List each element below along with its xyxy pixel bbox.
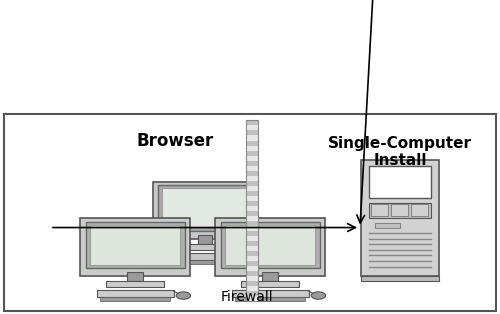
Bar [246, 251, 258, 256]
Bar [90, 225, 180, 265]
Bar [246, 140, 258, 145]
Bar [246, 221, 258, 226]
Bar [246, 186, 258, 191]
Bar [220, 222, 320, 268]
Bar [246, 150, 258, 155]
Bar [246, 231, 258, 236]
Bar [96, 290, 174, 297]
Bar [246, 256, 258, 261]
Bar [178, 244, 233, 250]
Ellipse shape [311, 292, 326, 299]
Ellipse shape [176, 292, 190, 299]
Bar [225, 225, 315, 265]
Bar [171, 260, 239, 264]
Bar [246, 165, 258, 171]
Bar [246, 176, 258, 181]
Bar [246, 171, 258, 176]
Bar [246, 236, 258, 241]
Bar [246, 216, 258, 221]
Bar [246, 271, 258, 276]
Bar [168, 253, 242, 260]
Bar [411, 204, 428, 216]
Bar [361, 160, 439, 276]
Bar [162, 188, 248, 228]
Ellipse shape [244, 255, 258, 263]
Bar [128, 272, 142, 281]
Bar [246, 201, 258, 206]
Bar [246, 126, 258, 131]
Text: Browser: Browser [136, 132, 214, 150]
Text: Firewall: Firewall [220, 290, 274, 304]
Bar [246, 246, 258, 251]
Text: Single-Computer
Install: Single-Computer Install [328, 136, 472, 168]
Bar [152, 181, 258, 240]
Bar [375, 223, 400, 228]
Bar [372, 204, 388, 216]
Bar [392, 204, 408, 216]
Bar [246, 241, 258, 246]
Bar [246, 191, 258, 196]
Bar [246, 121, 258, 126]
Bar [262, 272, 278, 281]
Bar [246, 296, 258, 301]
Bar [246, 286, 258, 291]
Bar [198, 235, 212, 244]
Bar [215, 218, 325, 276]
Bar [361, 276, 439, 281]
Bar [86, 222, 184, 268]
Bar [246, 145, 258, 150]
Bar [246, 196, 258, 201]
Bar [246, 261, 258, 266]
Bar [246, 211, 258, 216]
Bar [100, 297, 170, 301]
Bar [246, 135, 258, 140]
Bar [369, 203, 431, 218]
Bar [246, 121, 258, 301]
Bar [246, 155, 258, 160]
Bar [246, 276, 258, 281]
Bar [246, 291, 258, 296]
Bar [246, 266, 258, 271]
Bar [106, 281, 164, 287]
Bar [246, 131, 258, 135]
Bar [369, 165, 431, 198]
Bar [234, 297, 306, 301]
Bar [232, 290, 308, 297]
Bar [242, 281, 298, 287]
Bar [246, 281, 258, 286]
Bar [246, 181, 258, 186]
Bar [80, 218, 190, 276]
Bar [158, 185, 252, 231]
Bar [246, 206, 258, 211]
Bar [246, 160, 258, 165]
Bar [246, 226, 258, 231]
